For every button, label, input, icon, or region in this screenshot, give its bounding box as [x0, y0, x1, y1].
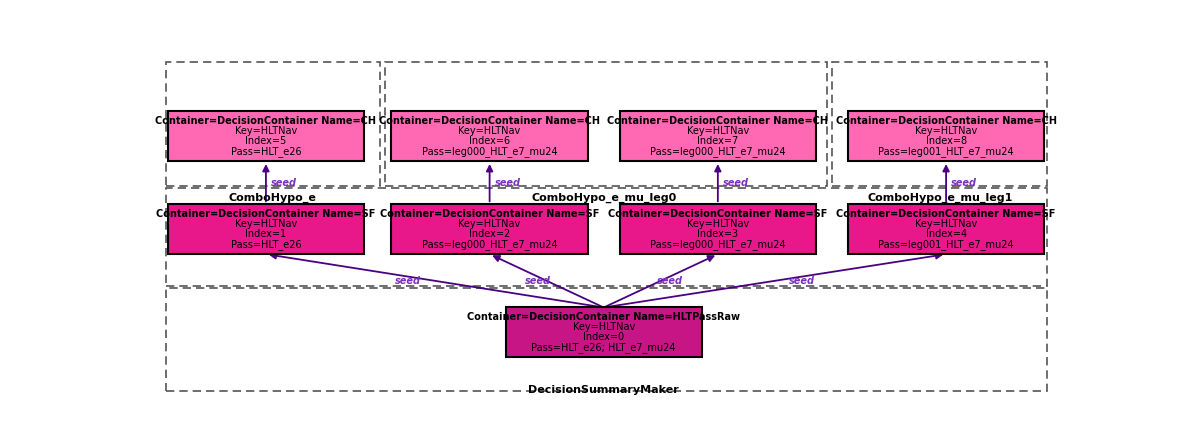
Text: Container=DecisionContainer Name=HLTPassRaw: Container=DecisionContainer Name=HLTPass…: [468, 312, 740, 322]
Text: DecisionSummaryMaker: DecisionSummaryMaker: [529, 385, 679, 396]
Text: Pass=HLT_e26: Pass=HLT_e26: [231, 146, 302, 156]
Text: seed: seed: [952, 178, 978, 188]
Text: seed: seed: [495, 178, 521, 188]
Text: seed: seed: [271, 178, 297, 188]
Text: Container=DecisionContainer Name=SF: Container=DecisionContainer Name=SF: [836, 209, 1055, 219]
FancyBboxPatch shape: [620, 204, 816, 254]
Text: Pass=HLT_e26: Pass=HLT_e26: [231, 239, 302, 249]
Text: seed: seed: [789, 276, 815, 286]
Text: Index=1: Index=1: [245, 229, 286, 239]
Text: Index=0: Index=0: [583, 333, 624, 342]
Text: Index=2: Index=2: [469, 229, 510, 239]
Text: Container=DecisionContainer Name=SF: Container=DecisionContainer Name=SF: [157, 209, 376, 219]
Text: Pass=leg000_HLT_e7_mu24: Pass=leg000_HLT_e7_mu24: [422, 239, 557, 249]
Text: Key=HLTNav: Key=HLTNav: [458, 219, 521, 229]
Text: Container=DecisionContainer Name=CH: Container=DecisionContainer Name=CH: [835, 116, 1057, 126]
Bar: [384, 62, 827, 186]
Text: Pass=leg000_HLT_e7_mu24: Pass=leg000_HLT_e7_mu24: [650, 239, 786, 249]
Text: seed: seed: [524, 276, 550, 286]
Text: seed: seed: [395, 276, 421, 286]
Text: Key=HLTNav: Key=HLTNav: [687, 126, 749, 136]
Text: seed: seed: [657, 276, 683, 286]
Text: Container=DecisionContainer Name=SF: Container=DecisionContainer Name=SF: [380, 209, 600, 219]
Text: ComboHypo_e_mu_leg0: ComboHypo_e_mu_leg0: [531, 193, 676, 203]
FancyBboxPatch shape: [848, 111, 1044, 161]
FancyBboxPatch shape: [505, 308, 702, 358]
Text: Pass=leg000_HLT_e7_mu24: Pass=leg000_HLT_e7_mu24: [422, 146, 557, 156]
Text: Index=5: Index=5: [245, 136, 286, 146]
Text: Container=DecisionContainer Name=CH: Container=DecisionContainer Name=CH: [379, 116, 600, 126]
FancyBboxPatch shape: [391, 111, 588, 161]
Text: Key=HLTNav: Key=HLTNav: [687, 219, 749, 229]
Text: Key=HLTNav: Key=HLTNav: [234, 219, 297, 229]
Text: Index=8: Index=8: [926, 136, 967, 146]
Text: Key=HLTNav: Key=HLTNav: [915, 126, 978, 136]
Bar: [165, 188, 1046, 286]
Text: Container=DecisionContainer Name=CH: Container=DecisionContainer Name=CH: [608, 116, 828, 126]
Text: seed: seed: [723, 178, 749, 188]
Bar: [165, 62, 380, 186]
Text: Key=HLTNav: Key=HLTNav: [573, 322, 635, 333]
Text: Index=4: Index=4: [926, 229, 967, 239]
Text: Key=HLTNav: Key=HLTNav: [458, 126, 521, 136]
Text: Pass=HLT_e26; HLT_e7_mu24: Pass=HLT_e26; HLT_e7_mu24: [531, 342, 676, 353]
Text: Index=3: Index=3: [697, 229, 739, 239]
Text: ComboHypo_e_mu_leg1: ComboHypo_e_mu_leg1: [867, 193, 1012, 203]
Text: Key=HLTNav: Key=HLTNav: [234, 126, 297, 136]
FancyBboxPatch shape: [167, 111, 364, 161]
Text: Pass=leg001_HLT_e7_mu24: Pass=leg001_HLT_e7_mu24: [879, 146, 1014, 156]
Bar: [165, 288, 1046, 391]
FancyBboxPatch shape: [391, 204, 588, 254]
Text: Index=7: Index=7: [697, 136, 739, 146]
FancyBboxPatch shape: [620, 111, 816, 161]
Text: Pass=leg001_HLT_e7_mu24: Pass=leg001_HLT_e7_mu24: [879, 239, 1014, 249]
Bar: [832, 62, 1046, 186]
Text: Key=HLTNav: Key=HLTNav: [915, 219, 978, 229]
Text: Index=6: Index=6: [469, 136, 510, 146]
Text: Container=DecisionContainer Name=SF: Container=DecisionContainer Name=SF: [608, 209, 827, 219]
Text: Pass=leg000_HLT_e7_mu24: Pass=leg000_HLT_e7_mu24: [650, 146, 786, 156]
FancyBboxPatch shape: [848, 204, 1044, 254]
FancyBboxPatch shape: [167, 204, 364, 254]
Text: ComboHypo_e: ComboHypo_e: [229, 193, 316, 203]
Text: Container=DecisionContainer Name=CH: Container=DecisionContainer Name=CH: [155, 116, 377, 126]
